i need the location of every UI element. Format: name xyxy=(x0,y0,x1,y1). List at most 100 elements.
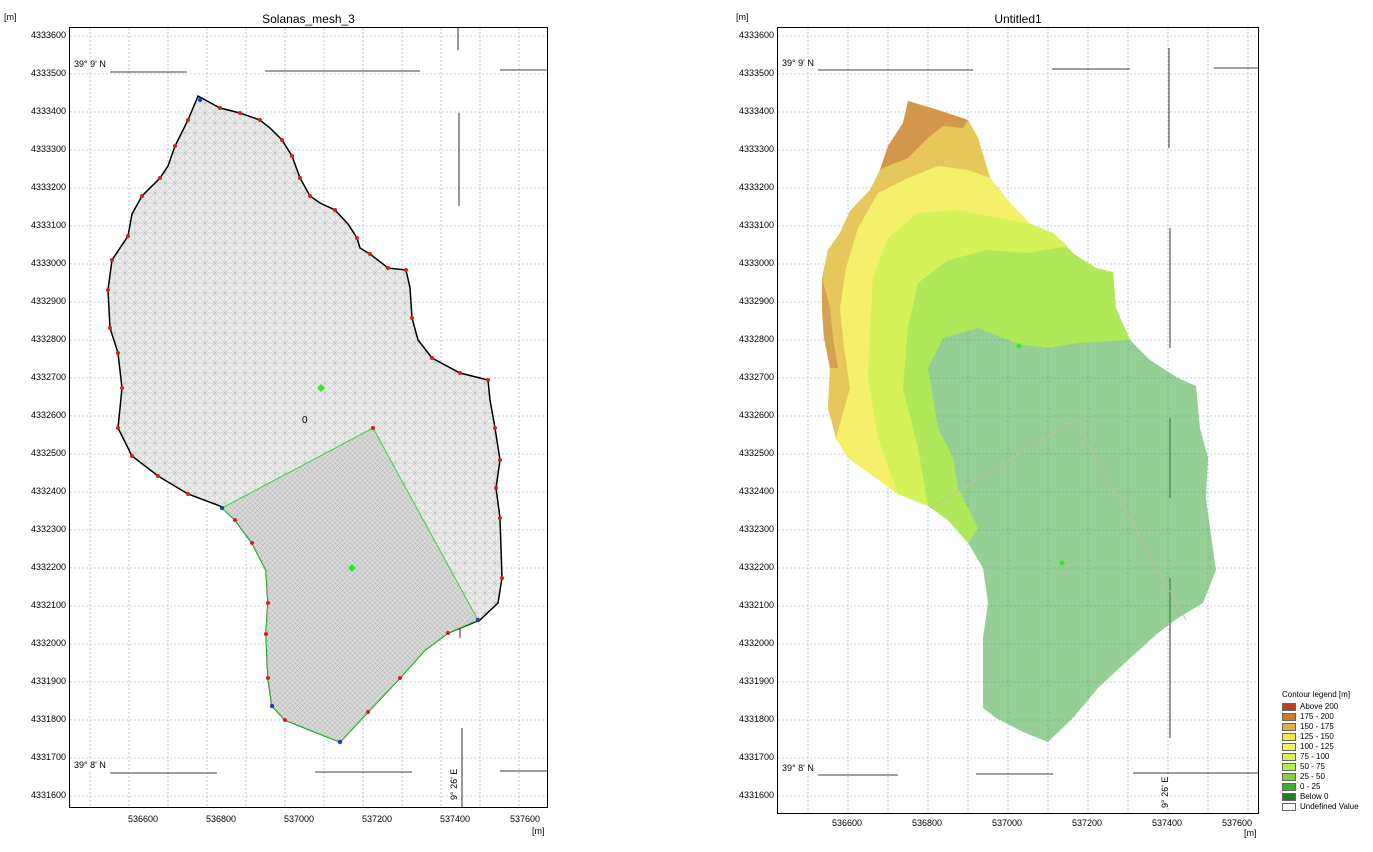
y-tick: 4332200 xyxy=(30,562,66,572)
y-tick: 4332300 xyxy=(30,524,66,534)
left-lon-label: 9° 26' E xyxy=(449,768,459,800)
legend-label: Below 0 xyxy=(1300,792,1329,801)
legend-swatch xyxy=(1282,763,1296,771)
y-tick: 4331800 xyxy=(30,714,66,724)
x-tick: 536600 xyxy=(831,818,863,828)
green-marker-icon[interactable] xyxy=(1016,343,1022,349)
green-marker-icon[interactable] xyxy=(348,564,356,572)
y-tick: 4332000 xyxy=(30,638,66,648)
left-y-unit: [m] xyxy=(4,12,17,22)
right-panel-title: Untitled1 xyxy=(994,12,1042,26)
right-lon-label: 9° 26' E xyxy=(1160,776,1170,808)
y-tick: 4332500 xyxy=(30,448,66,458)
legend-label: 0 - 25 xyxy=(1300,782,1321,791)
y-tick: 4331600 xyxy=(738,790,774,800)
y-tick: 4333400 xyxy=(738,106,774,116)
x-tick: 537000 xyxy=(283,814,315,824)
left-x-unit: [m] xyxy=(532,826,545,836)
legend-item: 175 - 200 xyxy=(1282,712,1359,722)
x-tick: 537600 xyxy=(1221,818,1253,828)
legend-swatch xyxy=(1282,753,1296,761)
y-tick: 4332300 xyxy=(738,524,774,534)
legend-swatch xyxy=(1282,793,1296,801)
legend-item: 125 - 150 xyxy=(1282,732,1359,742)
y-tick: 4332700 xyxy=(30,372,66,382)
y-tick: 4332600 xyxy=(30,410,66,420)
x-tick: 537000 xyxy=(991,818,1023,828)
right-contour-map[interactable] xyxy=(822,101,1216,742)
legend-item: 50 - 75 xyxy=(1282,762,1359,772)
legend-swatch xyxy=(1282,723,1296,731)
green-marker-icon[interactable] xyxy=(1059,560,1065,566)
contour-legend: Contour legend [m] Above 200 175 - 200 150… xyxy=(1282,690,1359,812)
y-tick: 4331900 xyxy=(738,676,774,686)
y-tick: 4333500 xyxy=(30,68,66,78)
legend-label: 100 - 125 xyxy=(1300,742,1334,751)
left-lat-bottom: 39° 8' N xyxy=(72,760,108,770)
y-tick: 4332800 xyxy=(738,334,774,344)
right-lat-bottom: 39° 8' N xyxy=(780,763,816,773)
y-tick: 4333500 xyxy=(738,68,774,78)
y-tick: 4333300 xyxy=(738,144,774,154)
right-x-unit: [m] xyxy=(1244,828,1257,838)
y-tick: 4333400 xyxy=(30,106,66,116)
y-tick: 4333600 xyxy=(738,30,774,40)
legend-swatch xyxy=(1282,803,1296,811)
y-tick: 4331700 xyxy=(738,752,774,762)
left-refined-zone[interactable] xyxy=(221,427,479,743)
left-panel-title: Solanas_mesh_3 xyxy=(262,12,355,26)
x-tick: 537400 xyxy=(439,814,471,824)
left-map-frame[interactable] xyxy=(69,27,548,808)
x-tick: 536800 xyxy=(205,814,237,824)
y-tick: 4332100 xyxy=(738,600,774,610)
y-tick: 4332400 xyxy=(30,486,66,496)
legend-swatch xyxy=(1282,733,1296,741)
right-map-frame[interactable] xyxy=(777,27,1259,814)
left-graticule xyxy=(110,28,547,807)
green-marker-icon[interactable] xyxy=(317,384,325,392)
legend-swatch xyxy=(1282,743,1296,751)
legend-label: Undefined Value xyxy=(1300,802,1359,811)
y-tick: 4332100 xyxy=(30,600,66,610)
y-tick: 4331900 xyxy=(30,676,66,686)
y-tick: 4333300 xyxy=(30,144,66,154)
y-tick: 4333200 xyxy=(738,182,774,192)
right-map-canvas[interactable] xyxy=(778,28,1258,813)
y-tick: 4333600 xyxy=(30,30,66,40)
y-tick: 4332200 xyxy=(738,562,774,572)
y-tick: 4332500 xyxy=(738,448,774,458)
x-tick: 537200 xyxy=(361,814,393,824)
right-y-unit: [m] xyxy=(736,12,749,22)
legend-label: 25 - 50 xyxy=(1300,772,1325,781)
legend-swatch xyxy=(1282,703,1296,711)
legend-title: Contour legend [m] xyxy=(1282,690,1351,699)
x-tick: 537200 xyxy=(1071,818,1103,828)
legend-label: Above 200 xyxy=(1300,702,1339,711)
right-lat-top: 39° 9' N xyxy=(780,58,816,68)
legend-label: 150 - 175 xyxy=(1300,722,1334,731)
x-tick: 537400 xyxy=(1151,818,1183,828)
legend-swatch xyxy=(1282,783,1296,791)
y-tick: 4332600 xyxy=(738,410,774,420)
y-tick: 4332700 xyxy=(738,372,774,382)
legend-item: Undefined Value xyxy=(1282,802,1359,812)
y-tick: 4332000 xyxy=(738,638,774,648)
legend-label: 125 - 150 xyxy=(1300,732,1334,741)
legend-item: Below 0 xyxy=(1282,792,1359,802)
y-tick: 4333200 xyxy=(30,182,66,192)
y-tick: 4332900 xyxy=(738,296,774,306)
x-tick: 536600 xyxy=(127,814,159,824)
y-tick: 4333000 xyxy=(738,258,774,268)
y-tick: 4331800 xyxy=(738,714,774,724)
y-tick: 4331600 xyxy=(30,790,66,800)
y-tick: 4333100 xyxy=(738,220,774,230)
left-map-canvas[interactable] xyxy=(70,28,547,807)
y-tick: 4333000 xyxy=(30,258,66,268)
legend-label: 175 - 200 xyxy=(1300,712,1334,721)
right-graticule xyxy=(818,48,1258,776)
y-tick: 4331700 xyxy=(30,752,66,762)
legend-item: 0 - 25 xyxy=(1282,782,1359,792)
left-vertex-nodes xyxy=(197,97,481,745)
y-tick: 4332900 xyxy=(30,296,66,306)
left-lat-top: 39° 9' N xyxy=(72,59,108,69)
